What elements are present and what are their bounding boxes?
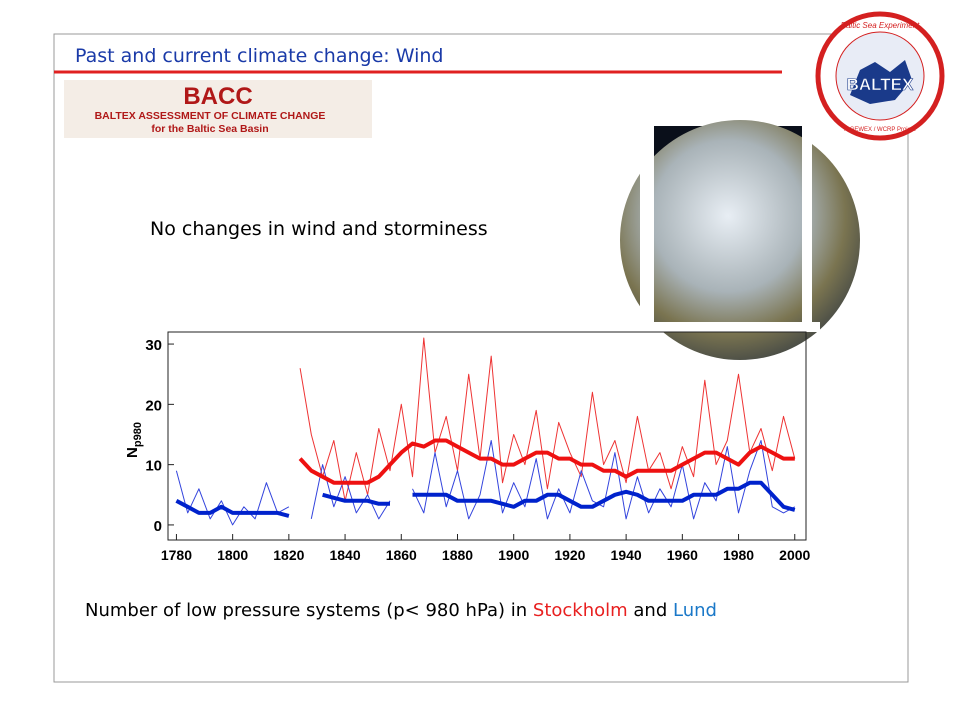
caption-city: Stockholm [532,600,628,621]
image-mask [640,110,654,330]
logo-sea [850,60,912,104]
slide-title: Past and current climate change: Wind [75,45,443,67]
series-line [175,480,796,518]
logo-ring-text: Baltic Sea Experiment [841,21,920,30]
plot-frame [167,331,807,541]
x-tick-label: 1980 [723,547,754,563]
slide-frame [53,33,909,683]
y-axis-label: Np980 [124,422,144,458]
logo-ring-text: A GEWEX / WCRP Project [844,127,916,133]
caption: Number of low pressure systems (p< 980 h… [85,598,805,624]
x-tick-label: 1940 [611,547,642,563]
x-tick-label: 1800 [217,547,248,563]
x-tick-label: 1840 [329,547,360,563]
banner-line: for the Baltic Sea Basin [151,123,268,135]
y-tick-label: 20 [145,397,162,414]
banner-line: BALTEX ASSESSMENT OF CLIMATE CHANGE [95,110,326,122]
caption-text: Number of low pressure systems (p< 980 h… [85,600,533,621]
series-line [298,438,795,485]
x-tick-label: 1880 [442,547,473,563]
banner [64,80,372,138]
y-tick-label: 30 [145,337,162,354]
x-tick-label: 2000 [779,547,810,563]
image-mask [802,110,812,330]
x-tick-label: 1860 [386,547,417,563]
series-line [175,440,796,526]
y-tick-label: 0 [154,518,162,535]
image-mask [640,322,820,332]
x-tick-label: 1920 [554,547,585,563]
statement: No changes in wind and storminess [150,218,488,240]
y-label-main: N [124,447,141,458]
caption-city: Lund [672,600,717,621]
x-tick-label: 1780 [161,547,192,563]
banner-acronym: BACC [183,83,252,110]
series-line [299,337,796,502]
x-tick-label: 1820 [273,547,304,563]
y-tick-label: 10 [145,458,162,475]
logo-name: BALTEX [847,75,914,94]
chart: Np980 0 10 20 30 1780 1800 1820 1840 1860 1880 190… [124,331,811,563]
earth-globe [620,120,860,360]
x-tick-label: 1900 [498,547,529,563]
caption-text: and [627,600,673,621]
y-label-sub: p980 [132,422,144,447]
x-tick-label: 1960 [667,547,698,563]
